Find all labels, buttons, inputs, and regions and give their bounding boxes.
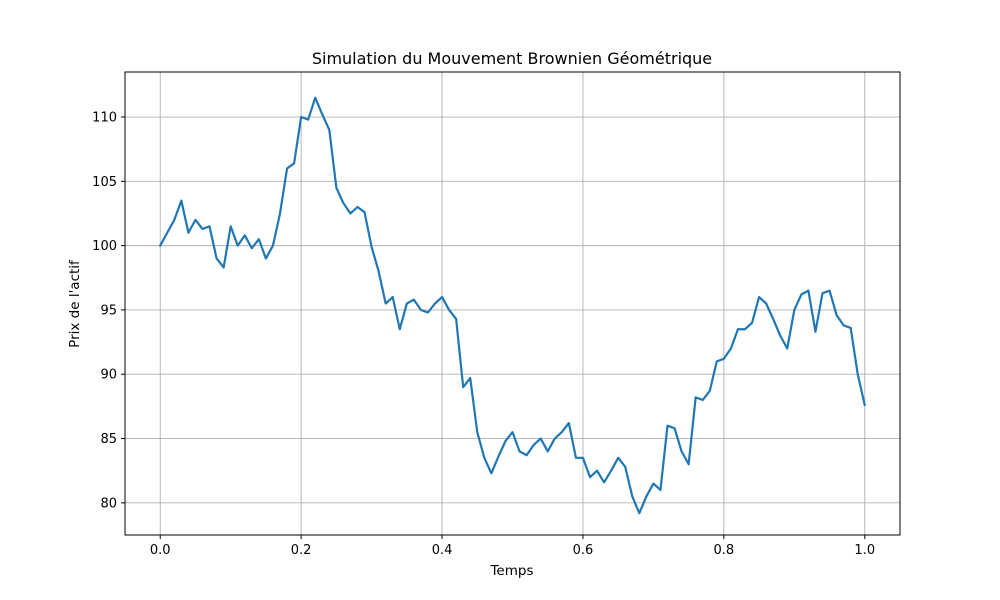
y-tick-label: 85 [100,432,117,447]
x-axis: 0.0 0.2 0.4 0.6 0.8 1.0 [150,535,875,558]
x-axis-label: Temps [489,563,533,579]
plot-frame [124,71,901,536]
y-axis: 80 85 90 95 100 105 110 [92,111,125,511]
y-tick-label: 80 [100,496,117,511]
y-tick-label: 100 [92,239,117,254]
x-tick-label: 0.0 [150,543,171,558]
x-tick-label: 0.4 [432,543,453,558]
series-line [159,96,866,515]
y-tick-label: 110 [92,111,117,126]
chart-title: Simulation du Mouvement Brownien Géométr… [312,49,712,68]
x-tick-label: 0.2 [291,543,312,558]
y-axis-label: Prix de l'actif [67,259,83,348]
x-tick-label: 0.6 [573,543,594,558]
x-tick-label: 1.0 [854,543,875,558]
y-tick-label: 95 [100,303,117,318]
y-tick-label: 105 [92,175,117,190]
y-tick-label: 90 [100,368,117,383]
x-tick-label: 0.8 [714,543,735,558]
